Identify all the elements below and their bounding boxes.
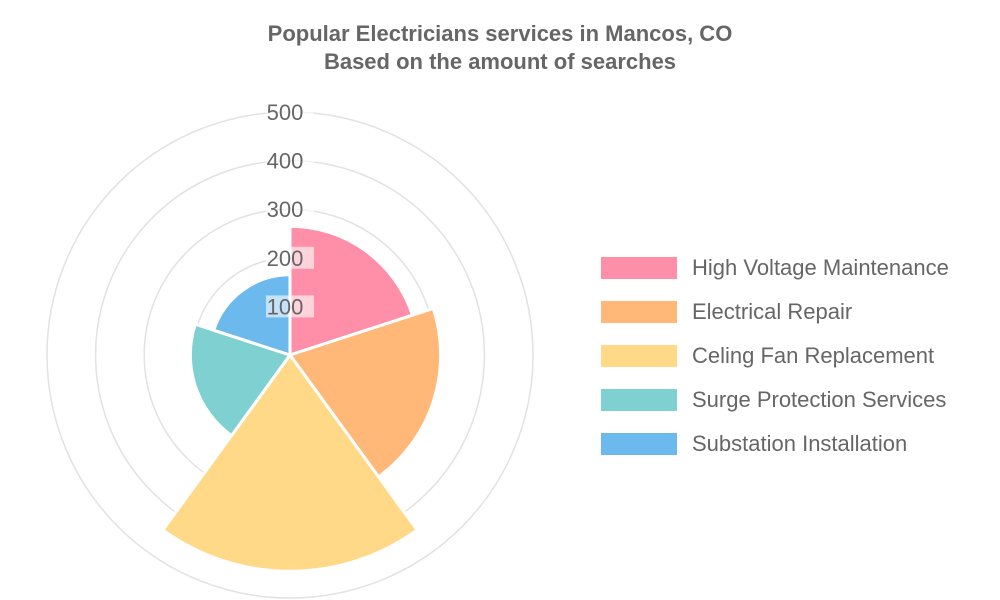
legend-swatch <box>601 433 677 455</box>
legend-item[interactable]: Surge Protection Services <box>601 378 949 422</box>
tick-label-background <box>266 101 314 123</box>
slice-surge-protection-services[interactable] <box>188 322 292 438</box>
legend-swatch <box>601 301 677 323</box>
slice-high-voltage-maintenance[interactable] <box>288 224 414 357</box>
legend-label: Electrical Repair <box>692 299 853 324</box>
chart-subtitle-line: Based on the amount of searches <box>323 49 677 74</box>
legend-item[interactable]: Substation Installation <box>601 422 949 466</box>
slice-celing-fan-replacement[interactable] <box>161 353 419 573</box>
tick-label-background <box>266 198 314 221</box>
legend-item[interactable]: Celing Fan Replacement <box>601 334 949 378</box>
legend-label: Surge Protection Services <box>692 387 947 412</box>
legend-swatch <box>601 257 677 279</box>
legend-item[interactable]: Electrical Repair <box>601 290 949 334</box>
legend-item[interactable]: High Voltage Maintenance <box>601 246 949 290</box>
legend-label: High Voltage Maintenance <box>692 255 949 280</box>
tick-label-500: 500 <box>267 100 304 125</box>
tick-label-background <box>266 246 314 269</box>
tick-label-background <box>266 149 314 172</box>
chart-title: Popular Electricians services in Mancos,… <box>0 20 1000 76</box>
slice-electrical-repair[interactable] <box>288 306 443 479</box>
legend-label: Celing Fan Replacement <box>692 343 935 368</box>
legend-label: Substation Installation <box>692 431 908 456</box>
tick-label-400: 400 <box>267 149 304 174</box>
slice-substation-installation[interactable] <box>212 273 292 357</box>
tick-label-100: 100 <box>267 294 304 319</box>
radial-tick-labels: 100 200 300 400 500 <box>266 100 314 319</box>
tick-label-background <box>266 295 314 318</box>
tick-label-300: 300 <box>267 197 304 222</box>
tick-label-200: 200 <box>267 246 304 271</box>
chart-title-line: Popular Electricians services in Mancos,… <box>267 21 733 46</box>
legend-swatch <box>601 389 677 411</box>
chart-legend: High Voltage Maintenance Electrical Repai… <box>601 246 949 466</box>
chart-slices <box>161 224 443 573</box>
legend-swatch <box>601 345 677 367</box>
